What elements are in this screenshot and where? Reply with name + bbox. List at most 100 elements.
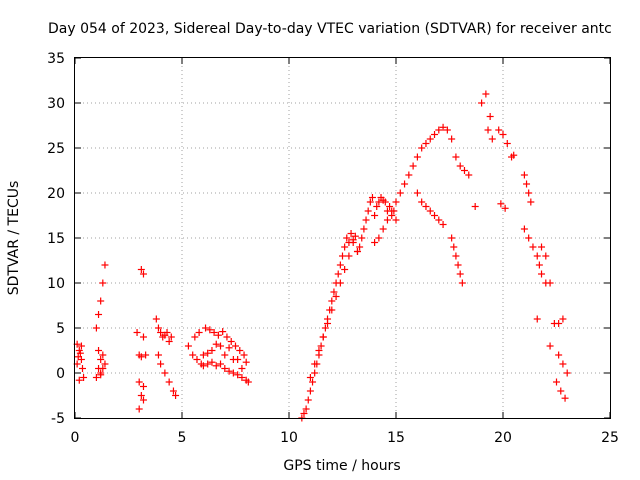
data-point — [443, 126, 451, 134]
y-tick-label: 30 — [47, 96, 65, 112]
data-point — [202, 324, 210, 332]
data-point — [405, 171, 413, 179]
data-point — [189, 351, 197, 359]
data-point — [523, 180, 531, 188]
data-point — [535, 261, 543, 269]
data-point — [332, 293, 340, 300]
y-tick-label: 20 — [47, 186, 65, 202]
data-point — [501, 204, 509, 212]
data-point — [458, 279, 466, 287]
data-point — [484, 126, 492, 134]
data-point — [139, 333, 147, 341]
data-point — [422, 203, 430, 210]
data-point — [345, 252, 353, 260]
data-point — [401, 180, 409, 188]
data-point — [555, 351, 563, 359]
data-point — [527, 198, 535, 206]
data-point — [396, 189, 404, 197]
data-point — [139, 270, 147, 278]
data-point — [557, 387, 565, 395]
data-point — [225, 367, 233, 375]
data-point — [413, 189, 421, 197]
data-point — [460, 167, 468, 174]
data-point — [520, 171, 528, 179]
data-point — [154, 351, 162, 359]
data-point — [373, 203, 381, 210]
data-point — [225, 344, 233, 352]
data-point — [97, 356, 105, 363]
data-point — [339, 252, 346, 260]
data-point — [448, 234, 456, 242]
data-point — [351, 232, 359, 240]
data-point — [77, 342, 85, 350]
data-point — [559, 315, 567, 323]
data-point — [204, 349, 212, 357]
data-point — [546, 279, 554, 287]
data-point — [315, 347, 323, 354]
data-point — [219, 328, 227, 336]
data-point — [165, 378, 173, 386]
data-point — [529, 243, 537, 251]
data-point — [336, 261, 344, 269]
x-tick-label: 10 — [280, 430, 298, 446]
data-point — [465, 171, 473, 179]
data-point — [418, 144, 426, 152]
data-point — [157, 360, 165, 368]
data-point — [306, 374, 314, 381]
data-point — [139, 383, 147, 390]
data-point — [217, 360, 225, 368]
y-tick-label: 0 — [56, 366, 65, 382]
data-point — [431, 212, 439, 219]
data-point — [99, 351, 107, 359]
y-axis-label: SDTVAR / TECUs — [6, 181, 22, 296]
data-point — [456, 162, 464, 170]
data-point — [92, 374, 100, 381]
data-point — [184, 342, 192, 350]
data-points — [73, 90, 571, 422]
data-point — [448, 135, 456, 143]
data-point — [232, 342, 239, 350]
data-point — [321, 324, 329, 332]
data-point — [221, 365, 229, 372]
data-point — [456, 270, 464, 278]
data-point — [409, 162, 417, 170]
data-point — [199, 351, 207, 359]
y-tick-label: 15 — [47, 231, 65, 247]
data-point — [343, 234, 351, 242]
y-tick-label: 25 — [47, 141, 65, 157]
data-point — [137, 266, 145, 273]
data-point — [533, 315, 541, 323]
data-point — [525, 234, 533, 242]
data-point — [563, 369, 571, 377]
data-point — [161, 369, 169, 377]
data-point — [208, 358, 216, 366]
data-point — [212, 340, 220, 348]
data-point — [353, 248, 361, 255]
data-point — [525, 189, 533, 197]
data-point — [133, 329, 141, 336]
data-point — [227, 338, 235, 345]
data-point — [75, 376, 83, 384]
data-point — [204, 360, 212, 368]
data-point — [137, 392, 145, 399]
data-point — [495, 126, 503, 134]
y-tick-label: 5 — [56, 321, 65, 337]
data-point — [418, 198, 426, 206]
data-point — [217, 342, 225, 350]
data-point — [341, 266, 349, 273]
data-point — [77, 356, 85, 363]
data-point — [499, 131, 507, 138]
data-point — [381, 198, 389, 206]
data-point — [426, 207, 434, 215]
data-point — [435, 216, 443, 224]
data-point — [450, 243, 458, 251]
data-point — [482, 90, 490, 98]
x-tick-label: 5 — [178, 430, 187, 446]
data-point — [542, 252, 550, 260]
x-tick-label: 25 — [601, 430, 619, 446]
data-point — [561, 394, 569, 402]
data-point — [223, 333, 231, 341]
data-point — [95, 347, 103, 354]
data-point — [302, 405, 310, 413]
